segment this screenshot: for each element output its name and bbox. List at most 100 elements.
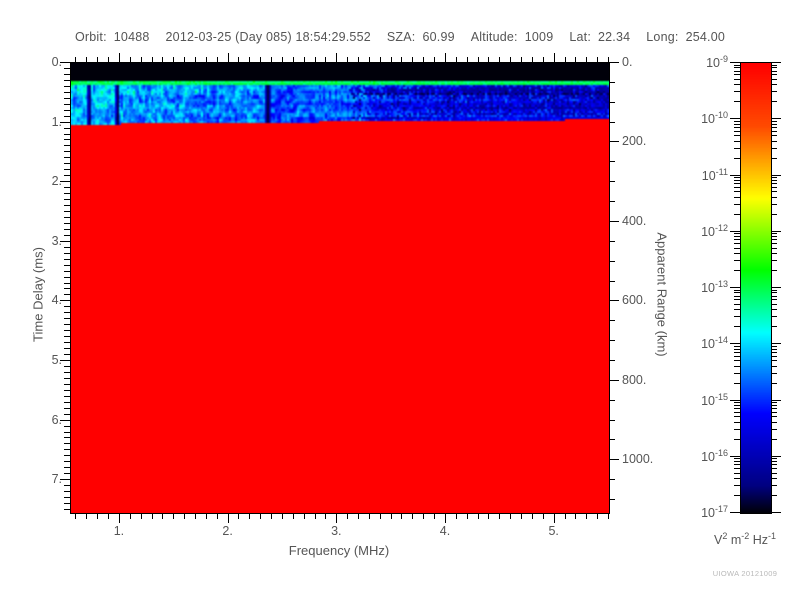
colorbar-minor-tick <box>771 84 777 86</box>
colorbar-minor-tick <box>771 495 777 497</box>
colorbar-minor-tick <box>771 299 777 301</box>
y-axis-tick <box>64 109 70 111</box>
x-axis-tick <box>205 513 207 519</box>
x-axis-tick <box>466 513 468 519</box>
colorbar-minor-tick <box>771 253 777 255</box>
x-axis-top-tick <box>455 57 457 63</box>
sza-label: SZA: <box>386 30 416 44</box>
x-axis-tick <box>510 513 512 519</box>
y-axis-tick <box>64 336 70 338</box>
x-axis-tick <box>97 513 99 519</box>
x-axis-top-tick <box>444 53 446 63</box>
y-axis-tick <box>64 211 70 212</box>
colorbar-minor-tick <box>734 461 740 463</box>
colorbar-minor-tick <box>734 177 740 179</box>
x-axis-top-tick <box>292 57 294 63</box>
x-axis-tick <box>260 513 262 519</box>
orbit-value: 10488 <box>113 30 150 44</box>
x-axis-top-tick <box>260 57 262 63</box>
x-axis-tick <box>597 513 599 519</box>
colorbar-tick-label: 10-11 <box>701 166 728 183</box>
y-axis-tick <box>64 371 70 373</box>
x-axis-tick <box>586 513 588 519</box>
x-axis-tick <box>347 513 349 519</box>
y-axis-right-tick-label: 600. <box>622 293 647 308</box>
x-axis-top-tick <box>86 57 88 63</box>
y-axis-right-tick <box>609 220 619 222</box>
colorbar-minor-tick <box>734 203 740 205</box>
x-axis-tick <box>358 513 360 519</box>
colorbar-minor-tick <box>734 372 740 374</box>
spectrogram-image <box>71 63 609 513</box>
x-axis-top-tick <box>108 57 110 63</box>
x-axis-top-tick <box>129 57 131 63</box>
y-axis-tick <box>64 467 70 469</box>
x-axis-top-tick <box>227 53 229 63</box>
x-axis-top-tick <box>358 57 360 63</box>
y-axis-tick <box>64 139 70 141</box>
colorbar-minor-tick <box>734 74 740 76</box>
colorbar-minor-tick <box>734 253 740 255</box>
x-axis-title: Frequency (MHz) <box>288 543 390 558</box>
y-axis-tick <box>60 181 70 183</box>
x-axis-top-tick <box>173 57 175 63</box>
y-axis-right-tick <box>609 62 619 63</box>
colorbar-minor-tick <box>771 130 777 132</box>
colorbar-minor-tick <box>771 191 777 193</box>
colorbar-minor-tick <box>734 130 740 132</box>
colorbar-minor-tick <box>771 348 777 350</box>
y-axis-right-tick <box>609 201 615 203</box>
x-axis-top-tick <box>162 57 164 63</box>
y-axis-tick <box>64 389 70 391</box>
x-axis-top-tick <box>216 57 218 63</box>
x-axis-tick <box>455 513 457 519</box>
colorbar-minor-tick <box>771 157 777 159</box>
x-axis-top-tick <box>597 57 599 63</box>
colorbar-minor-tick <box>734 355 740 357</box>
x-axis-top-tick <box>303 57 305 63</box>
y-axis-tick <box>64 294 70 296</box>
y-axis-right-tick <box>609 260 615 262</box>
colorbar-minor-tick <box>771 355 777 357</box>
y-axis-tick <box>60 479 70 481</box>
sza-value: 60.99 <box>422 30 455 44</box>
colorbar-minor-tick <box>734 179 740 181</box>
y-axis-right-tick-label: 400. <box>622 213 647 228</box>
colorbar-minor-tick <box>771 70 777 72</box>
colorbar-minor-tick <box>771 461 777 463</box>
colorbar-units-label: V2 m-2 Hz-1 <box>713 531 777 548</box>
y-axis-tick <box>60 360 70 361</box>
x-axis-tick <box>564 513 566 519</box>
y-axis-tick <box>64 377 70 379</box>
y-axis-right-tick-label: 0. <box>622 55 633 69</box>
x-axis-top-tick <box>151 57 153 63</box>
x-axis-tick <box>336 513 338 523</box>
colorbar-minor-tick <box>771 292 777 294</box>
colorbar-minor-tick <box>734 243 740 245</box>
colorbar-minor-tick <box>734 472 740 474</box>
x-axis-tick <box>216 513 218 519</box>
x-axis-tick <box>314 513 316 519</box>
colorbar-tick <box>771 455 781 457</box>
x-axis-tick <box>86 513 88 519</box>
institution-watermark: UIOWA 20121009 <box>712 569 778 578</box>
colorbar-gradient <box>741 63 771 513</box>
x-axis-top-tick <box>271 57 273 63</box>
y-axis-tick <box>64 407 70 409</box>
y-axis-left-tick-label: 6. <box>51 412 62 427</box>
colorbar-minor-tick <box>734 428 740 430</box>
colorbar-minor-tick <box>771 316 777 318</box>
colorbar-minor-tick <box>734 186 740 188</box>
y-axis-tick <box>64 330 70 332</box>
x-axis-top-tick <box>314 57 316 63</box>
colorbar-minor-tick <box>734 120 740 122</box>
y-axis-tick <box>64 169 70 171</box>
colorbar-minor-tick <box>771 411 777 413</box>
colorbar-minor-tick <box>771 101 777 103</box>
y-axis-tick <box>64 276 70 278</box>
colorbar-minor-tick <box>771 365 777 367</box>
colorbar-tick-label: 10-14 <box>701 335 728 352</box>
colorbar-minor-tick <box>734 348 740 350</box>
y-axis-tick <box>64 395 70 397</box>
colorbar-minor-tick <box>734 236 740 238</box>
